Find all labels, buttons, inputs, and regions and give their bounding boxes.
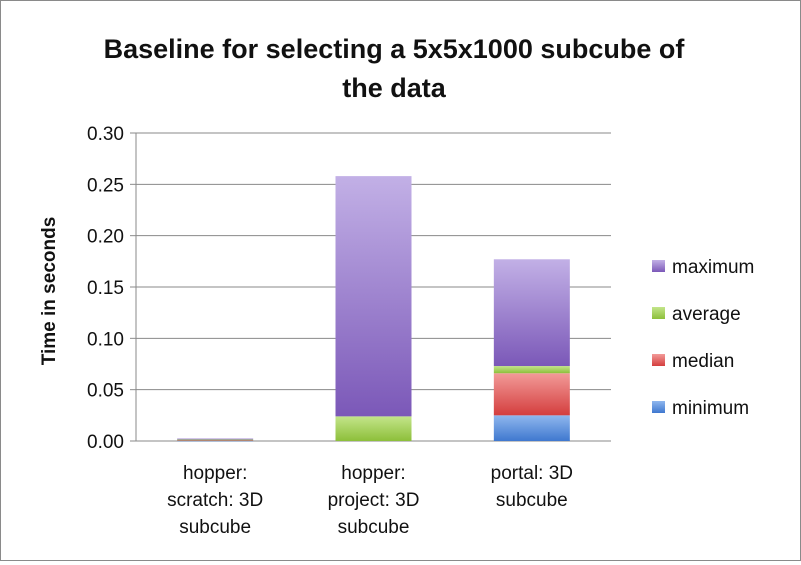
x-tick-label: portal: 3D bbox=[491, 463, 573, 484]
bar-minimum bbox=[493, 415, 570, 441]
bar-minimum bbox=[177, 440, 254, 442]
bar-average bbox=[335, 416, 412, 441]
bar-median bbox=[177, 439, 254, 441]
bar-average bbox=[177, 439, 254, 441]
legend-swatch-median bbox=[652, 354, 665, 366]
y-tick-label: 0.25 bbox=[87, 175, 124, 196]
y-axis-label: Time in seconds bbox=[39, 217, 60, 366]
y-tick-label: 0.00 bbox=[87, 432, 124, 453]
x-tick-label: subcube bbox=[338, 517, 410, 538]
x-tick-labels: hopper: scratch: 3D subcube hopper: project:… bbox=[167, 463, 573, 538]
legend-swatch-average bbox=[652, 307, 665, 319]
legend-label-median: median bbox=[672, 351, 734, 372]
bar-median bbox=[493, 373, 570, 416]
legend: maximum average median minimum bbox=[652, 257, 754, 419]
x-tick-label: subcube bbox=[179, 517, 251, 538]
legend-label-average: average bbox=[672, 304, 741, 325]
bar-maximum bbox=[493, 259, 570, 367]
legend-label-minimum: minimum bbox=[672, 398, 749, 419]
y-tick-labels: 0.00 0.05 0.10 0.15 0.20 0.25 0.30 bbox=[87, 124, 124, 453]
legend-swatch-minimum bbox=[652, 401, 665, 413]
legend-label-maximum: maximum bbox=[672, 257, 754, 278]
y-tick-label: 0.15 bbox=[87, 278, 124, 299]
y-tick-label: 0.20 bbox=[87, 227, 124, 248]
chart-title-line-2: the data bbox=[342, 73, 447, 103]
bar-maximum bbox=[335, 176, 412, 417]
chart-title-line-1: Baseline for selecting a 5x5x1000 subcub… bbox=[104, 34, 686, 64]
bar-maximum bbox=[177, 438, 254, 440]
y-tick-label: 0.30 bbox=[87, 124, 124, 145]
x-tick-label: hopper: bbox=[341, 463, 405, 484]
bars bbox=[177, 176, 570, 442]
x-tick-label: hopper: bbox=[183, 463, 247, 484]
legend-swatch-maximum bbox=[652, 260, 665, 272]
x-tick-label: subcube bbox=[496, 490, 568, 511]
y-tick-label: 0.10 bbox=[87, 329, 124, 350]
bar-average bbox=[493, 366, 570, 374]
x-tick-label: project: 3D bbox=[328, 490, 420, 511]
y-tick-label: 0.05 bbox=[87, 381, 124, 402]
x-tick-label: scratch: 3D bbox=[167, 490, 263, 511]
